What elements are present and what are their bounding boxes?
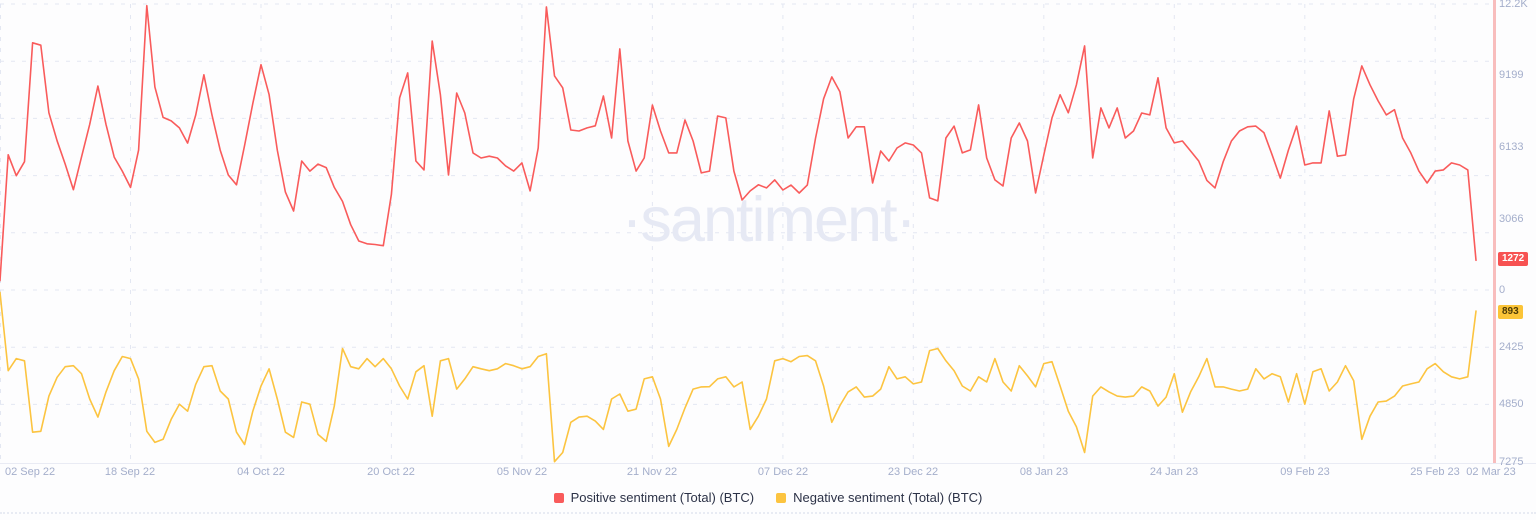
y-axis-label: 6133 bbox=[1499, 141, 1524, 153]
y-axis-label: 4850 bbox=[1499, 398, 1524, 410]
bottom-separator bbox=[0, 512, 1536, 514]
y-axis-label: 7275 bbox=[1499, 456, 1524, 468]
latest-positive-value-badge: 1272 bbox=[1498, 252, 1529, 266]
legend-label-negative: Negative sentiment (Total) (BTC) bbox=[793, 490, 983, 505]
negative-series-line[interactable] bbox=[0, 291, 1477, 463]
x-axis-label: 05 Nov 22 bbox=[496, 466, 548, 478]
y-axis-label: 9199 bbox=[1499, 69, 1524, 81]
x-axis-label: 20 Oct 22 bbox=[367, 466, 415, 478]
x-axis-label: 21 Nov 22 bbox=[626, 466, 678, 478]
y-axis-label: 12.2K bbox=[1499, 0, 1528, 10]
negative-series-marker-icon bbox=[776, 492, 787, 503]
x-axis-label: 08 Jan 23 bbox=[1019, 466, 1069, 478]
legend-item-positive[interactable]: Positive sentiment (Total) (BTC) bbox=[553, 490, 755, 505]
x-axis-label: 09 Feb 23 bbox=[1280, 466, 1330, 478]
x-axis-label: 04 Oct 22 bbox=[237, 466, 285, 478]
y-axis-label: 2425 bbox=[1499, 341, 1524, 353]
legend-item-negative[interactable]: Negative sentiment (Total) (BTC) bbox=[776, 490, 982, 505]
latest-negative-value-badge: 893 bbox=[1498, 305, 1523, 319]
positive-series-marker-icon bbox=[553, 492, 564, 503]
y-axis-label: 3066 bbox=[1499, 213, 1524, 225]
y-axis-label: 0 bbox=[1499, 284, 1506, 296]
x-axis-label: 24 Jan 23 bbox=[1149, 466, 1199, 478]
x-axis-label: 23 Dec 22 bbox=[887, 466, 939, 478]
x-axis-label: 18 Sep 22 bbox=[104, 466, 156, 478]
positive-series-line[interactable] bbox=[0, 4, 1477, 282]
x-axis-label: 07 Dec 22 bbox=[757, 466, 809, 478]
legend-label-positive: Positive sentiment (Total) (BTC) bbox=[570, 490, 755, 505]
chart-legend: Positive sentiment (Total) (BTC) Negativ… bbox=[0, 490, 1536, 505]
x-axis-label: 25 Feb 23 bbox=[1410, 466, 1460, 478]
x-axis-label: 02 Sep 22 bbox=[5, 466, 56, 478]
x-axis-label: 02 Mar 23 bbox=[1466, 466, 1516, 478]
